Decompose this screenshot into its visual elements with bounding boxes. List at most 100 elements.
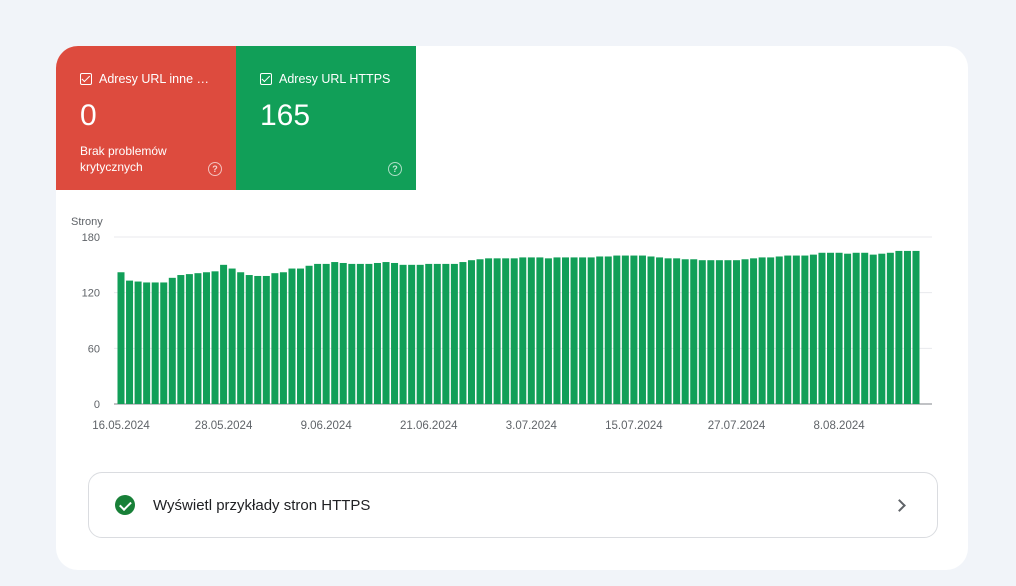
bar (314, 263, 322, 404)
bar (416, 264, 424, 404)
x-tick-label: 9.06.2024 (301, 420, 353, 432)
help-icon[interactable]: ? (208, 162, 222, 176)
bar (562, 257, 570, 404)
pages-bar-chart: Strony 0 60 120 180 16.05.2024 28.05.2024 9.06.… (71, 216, 932, 432)
bar (613, 255, 621, 404)
tile-header: Adresy URL HTTPS (260, 71, 392, 87)
report-card: Adresy URL inne … 0 Brak problemów kryty… (56, 46, 968, 570)
bar (373, 262, 381, 404)
y-tick-label: 60 (88, 343, 100, 355)
tile-label: Adresy URL inne … (99, 72, 209, 86)
bar (647, 256, 655, 404)
bar (869, 254, 877, 404)
bar (621, 255, 629, 404)
bar (656, 257, 664, 404)
bar (459, 262, 467, 404)
bar (579, 257, 587, 404)
tile-other-urls[interactable]: Adresy URL inne … 0 Brak problemów kryty… (56, 46, 236, 190)
bar (638, 255, 646, 404)
bar (570, 257, 578, 404)
bar (690, 259, 698, 404)
bar (211, 271, 219, 404)
y-tick-label: 0 (94, 399, 100, 411)
y-tick-label: 120 (82, 288, 100, 300)
bar (809, 254, 817, 404)
bar (861, 252, 869, 404)
bar (741, 259, 749, 404)
bar (322, 263, 330, 404)
help-icon[interactable]: ? (388, 162, 402, 176)
bar (818, 252, 826, 404)
bar (912, 250, 920, 404)
bar (399, 264, 407, 404)
bar (237, 272, 245, 404)
bar (185, 274, 193, 404)
x-tick-label: 27.07.2024 (708, 420, 766, 432)
bar (442, 263, 450, 404)
bar (895, 250, 903, 404)
x-tick-label: 21.06.2024 (400, 420, 458, 432)
tile-https-urls[interactable]: Adresy URL HTTPS 165 ? (236, 46, 416, 190)
bar (681, 259, 689, 404)
bar (254, 275, 262, 404)
bar (715, 260, 723, 404)
bar (527, 257, 535, 404)
bar (245, 275, 253, 404)
bar (279, 272, 287, 404)
examples-label: Wyświetl przykłady stron HTTPS (153, 496, 371, 514)
bar (878, 253, 886, 404)
bar (750, 258, 758, 404)
chevron-right-icon (893, 499, 906, 512)
x-tick-label: 3.07.2024 (506, 420, 558, 432)
checkbox-icon[interactable] (260, 73, 272, 85)
bar (553, 257, 561, 404)
bar (288, 268, 296, 404)
bar (117, 272, 125, 404)
bar (305, 265, 313, 404)
bar (792, 255, 800, 404)
bar (827, 252, 835, 404)
x-tick-label: 16.05.2024 (92, 420, 150, 432)
bar (467, 260, 475, 404)
tile-label: Adresy URL HTTPS (279, 72, 391, 86)
bar (202, 272, 210, 404)
bar (271, 273, 279, 404)
bar (604, 256, 612, 404)
x-tick-label: 8.08.2024 (813, 420, 865, 432)
bar (228, 268, 236, 404)
tile-value: 165 (260, 99, 311, 132)
tile-subtitle: Brak problemów krytycznych (80, 144, 167, 174)
bar (536, 257, 544, 404)
bar (450, 263, 458, 404)
bar (587, 257, 595, 404)
bar (160, 282, 168, 404)
bar (664, 258, 672, 404)
bar (903, 250, 911, 404)
bar (177, 275, 185, 404)
tile-header: Adresy URL inne … (80, 71, 212, 87)
view-https-examples-button[interactable]: Wyświetl przykłady stron HTTPS (88, 472, 938, 538)
bar (767, 257, 775, 404)
bar (485, 258, 493, 404)
bar (673, 258, 681, 404)
y-tick-label: 180 (82, 232, 100, 244)
bar (220, 264, 228, 404)
bar (365, 263, 373, 404)
bar (382, 262, 390, 404)
bar (143, 282, 151, 404)
bar (724, 260, 732, 404)
tile-value: 0 (80, 99, 97, 132)
bar (732, 260, 740, 404)
bar (784, 255, 792, 404)
bar (519, 257, 527, 404)
bar (886, 252, 894, 404)
x-tick-label: 28.05.2024 (195, 420, 253, 432)
bar (356, 263, 364, 404)
bar (775, 256, 783, 404)
bar (425, 263, 433, 404)
bar (844, 253, 852, 404)
bar (134, 281, 142, 404)
checkbox-icon[interactable] (80, 73, 92, 85)
bar (852, 252, 860, 404)
bar (297, 268, 305, 404)
